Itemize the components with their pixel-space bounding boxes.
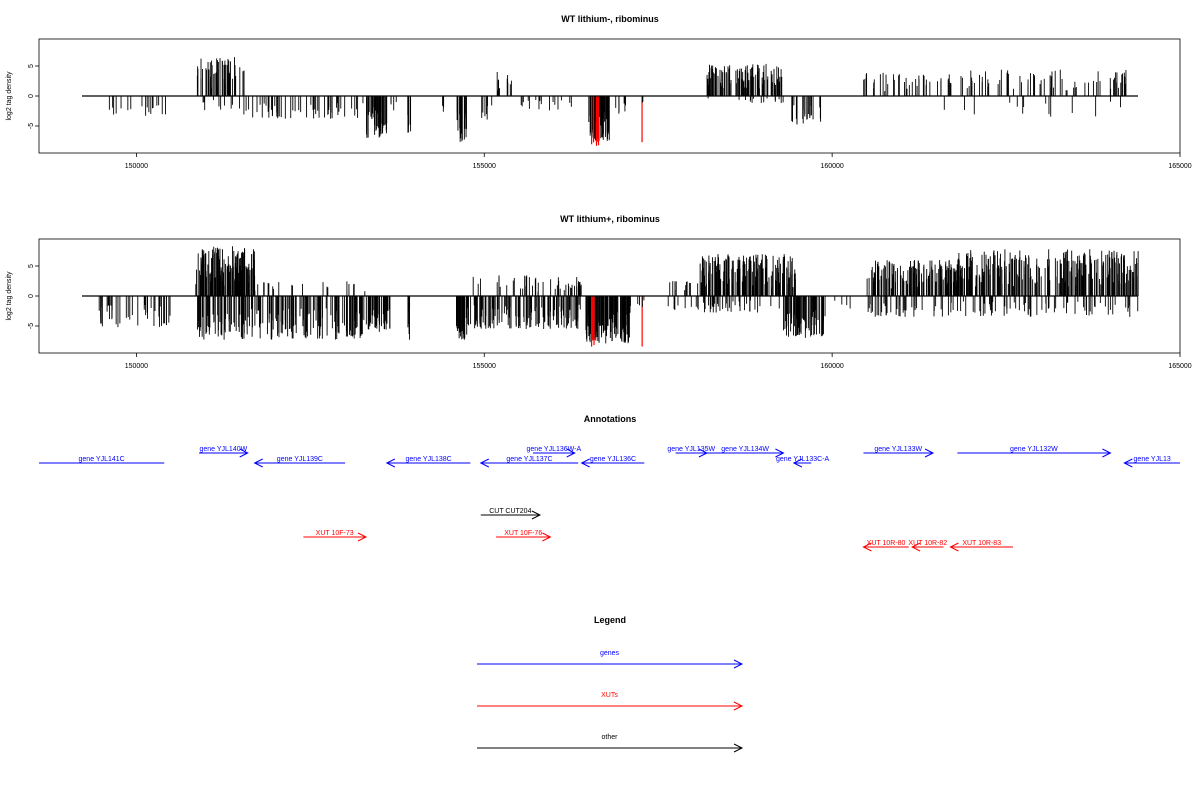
x-tick-label: 165000 — [1168, 163, 1191, 170]
feature-label: CUT CUT204 — [489, 508, 531, 515]
x-tick-label: 160000 — [820, 363, 843, 370]
y-axis: 5 0 -5 — [28, 64, 39, 129]
arrow-head-icon — [792, 458, 803, 468]
arrow-head-icon — [531, 510, 542, 520]
arrow-head-icon — [253, 458, 263, 468]
annotation-feature: gene YJL132W — [957, 446, 1112, 458]
legend-label: XUTs — [601, 692, 618, 699]
feature-label: gene YJL139C — [277, 456, 323, 463]
arrow-head-icon — [911, 542, 921, 552]
y-axis-label: log2 tag density — [6, 71, 13, 121]
arrow-head-icon — [949, 542, 959, 552]
arrow-head-icon — [542, 532, 552, 542]
arrow-head-icon — [733, 659, 744, 669]
legend-item: other — [477, 734, 744, 753]
annotation-feature: gene YJL136C — [580, 456, 645, 468]
annotation-feature: gene YJL136W-A — [527, 446, 582, 458]
x-tick-label: 155000 — [473, 163, 496, 170]
feature-label: gene YJL138C — [406, 456, 452, 463]
feature-label: XUT 10F-73 — [316, 530, 354, 537]
annotation-feature: XUT 10F-76 — [496, 530, 552, 542]
legend-item: genes — [477, 650, 744, 669]
arrow-head-icon — [357, 532, 368, 542]
annotation-feature: gene YJL133C-A — [776, 456, 830, 468]
annotation-feature: gene YJL141C — [39, 456, 165, 464]
feature-label: gene YJL135W — [667, 446, 715, 453]
legend-label: other — [602, 734, 619, 741]
x-tick-label: 150000 — [125, 163, 148, 170]
feature-label: XUT 10R-82 — [908, 540, 947, 547]
annotation-feature: gene YJL133W — [863, 446, 935, 458]
x-tick-label: 150000 — [125, 363, 148, 370]
feature-label: gene YJL133W — [874, 446, 922, 453]
annotation-feature: CUT CUT204 — [480, 508, 542, 520]
arrow-head-icon — [566, 448, 576, 458]
y-tick-label: 5 — [28, 264, 35, 268]
legend-label: genes — [600, 650, 620, 657]
annotation-feature: XUT 10F-73 — [303, 530, 368, 542]
annotation-feature: gene YJL139C — [253, 456, 346, 468]
x-tick-label: 165000 — [1168, 363, 1191, 370]
legend-items: genes XUTs other — [477, 650, 744, 753]
arrow-head-icon — [1102, 448, 1112, 458]
y-axis-label: log2 tag density — [6, 271, 13, 321]
y-tick-label: -5 — [28, 123, 35, 129]
arrow-head-icon — [479, 458, 490, 468]
track-panel-lithium-plus: WT lithium+, ribominus log2 tag density … — [6, 214, 1192, 370]
track-panel-lithium-minus: WT lithium-, ribominus log2 tag density … — [6, 14, 1192, 170]
arrow-head-icon — [775, 448, 785, 458]
feature-label: gene YJL132W — [1010, 446, 1058, 453]
feature-label: gene YJL137C — [506, 456, 552, 463]
legend-item: XUTs — [477, 692, 744, 711]
arrow-head-icon — [862, 542, 872, 552]
y-tick-label: 5 — [28, 64, 35, 68]
arrow-head-icon — [733, 701, 744, 711]
y-tick-label: 0 — [28, 294, 35, 298]
panel-title: WT lithium+, ribominus — [560, 214, 660, 224]
annotations-title: Annotations — [584, 414, 637, 424]
arrow-head-icon — [1123, 458, 1133, 468]
annotation-feature: gene YJL137C — [479, 456, 579, 468]
arrow-head-icon — [924, 448, 935, 458]
feature-label: XUT 10R-83 — [962, 540, 1001, 547]
feature-label: gene YJL133C-A — [776, 456, 830, 463]
annotation-feature: gene YJL140W — [199, 446, 249, 458]
feature-label: gene YJL136W-A — [527, 446, 582, 453]
x-tick-label: 155000 — [473, 363, 496, 370]
annotation-feature: XUT 10R-80 — [862, 540, 909, 552]
y-axis: 5 0 -5 — [28, 264, 39, 329]
feature-label: XUT 10R-80 — [867, 540, 906, 547]
legend-title: Legend — [594, 615, 626, 625]
panel-title: WT lithium-, ribominus — [561, 14, 659, 24]
annotation-feature: gene YJL13 — [1123, 456, 1180, 468]
annotation-feature: gene YJL134W — [706, 446, 785, 458]
arrow-head-icon — [239, 448, 249, 458]
feature-label: gene YJL141C — [79, 456, 125, 463]
signal-bars — [98, 246, 1139, 347]
x-axis: 150000 155000 160000 165000 — [125, 353, 1192, 370]
feature-label: XUT 10F-76 — [504, 530, 542, 537]
x-axis: 150000 155000 160000 165000 — [125, 153, 1192, 170]
y-tick-label: -5 — [28, 323, 35, 329]
feature-label: gene YJL134W — [721, 446, 769, 453]
arrow-head-icon — [385, 458, 396, 468]
annotation-feature: XUT 10R-82 — [908, 540, 947, 552]
legend-panel: Legend genes XUTs other — [477, 615, 744, 753]
feature-label: gene YJL136C — [590, 456, 636, 463]
signal-bars — [108, 57, 1127, 146]
annotation-features: gene YJL141C gene YJL140W gene YJL139C gene… — [39, 446, 1180, 552]
arrow-head-icon — [580, 458, 590, 468]
feature-label: gene YJL140W — [199, 446, 247, 453]
annotation-feature: gene YJL135W — [667, 446, 716, 458]
feature-label: gene YJL13 — [1134, 456, 1171, 463]
y-tick-label: 0 — [28, 94, 35, 98]
arrow-head-icon — [733, 743, 744, 753]
x-tick-label: 160000 — [820, 163, 843, 170]
annotation-feature: XUT 10R-83 — [949, 540, 1014, 552]
annotation-feature: gene YJL138C — [385, 456, 471, 468]
